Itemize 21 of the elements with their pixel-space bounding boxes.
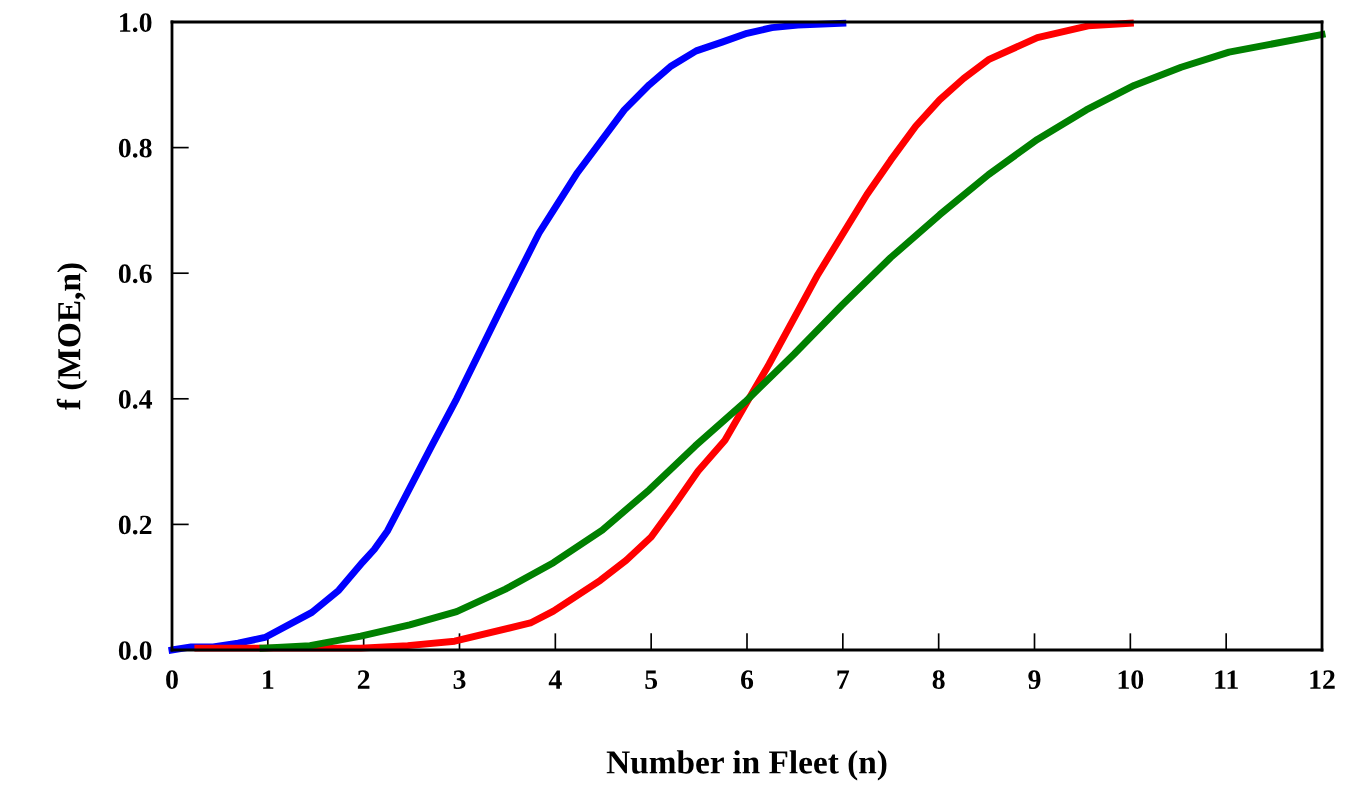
x-tick-label: 0 [166, 670, 178, 689]
x-tick-label: 2 [357, 670, 370, 689]
y-tick-label: 0.2 [118, 515, 152, 535]
y-tick-label: 0.6 [118, 264, 152, 284]
y-tick-label: 0.8 [118, 138, 152, 158]
x-tick-label: 3 [453, 670, 466, 689]
y-tick-label: 0.0 [118, 641, 152, 661]
x-tick-label: 7 [837, 670, 850, 689]
y-axis-title: f (MOE,n) [56, 263, 88, 410]
x-tick-label: 12 [1310, 670, 1335, 689]
x-tick-label: 9 [1028, 670, 1041, 689]
x-tick-label: 11 [1215, 670, 1238, 689]
x-tick-label: 6 [741, 670, 754, 689]
y-tick-label: 0.4 [118, 389, 153, 409]
x-tick-label: 10 [1118, 670, 1144, 689]
x-tick-label: 4 [548, 670, 562, 689]
x-axis-title: Number in Fleet (n) [606, 750, 887, 781]
x-tick-label: 5 [645, 670, 658, 689]
x-tick-label: 1 [263, 670, 274, 689]
x-tick-label: 8 [932, 670, 945, 689]
y-tick-label: 1.0 [120, 13, 152, 33]
